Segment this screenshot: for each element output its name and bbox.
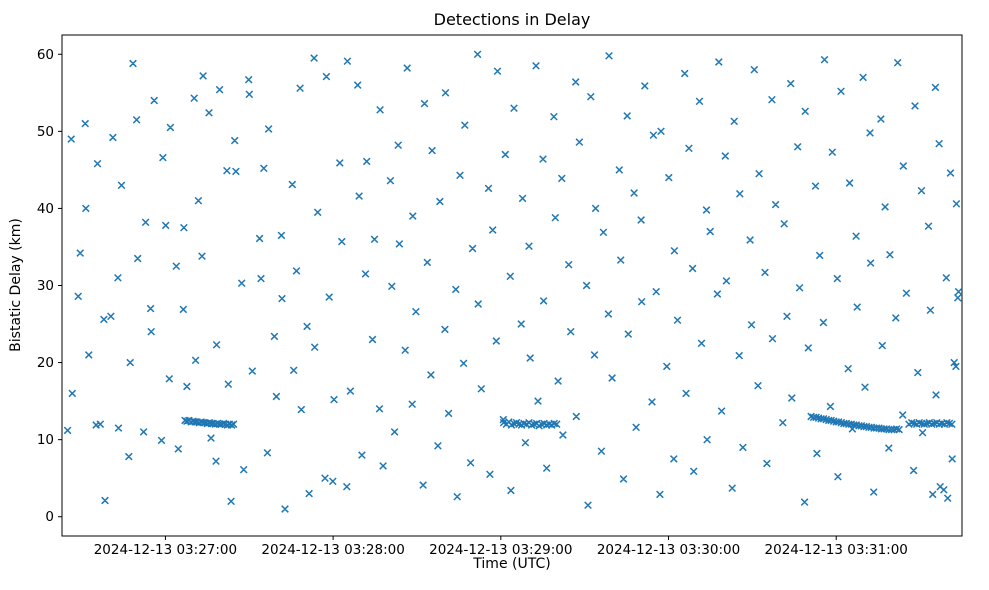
ticks-layer: 2024-12-13 03:27:00 2024-12-13 03:28:00 20… <box>37 47 908 558</box>
scatter-series-detections <box>63 50 963 513</box>
axes-box <box>61 34 963 537</box>
x-tick-label: 2024-12-13 03:28:00 <box>261 542 404 558</box>
chart-title: Detections in Delay <box>434 10 591 29</box>
x-tick-label: 2024-12-13 03:31:00 <box>765 542 908 558</box>
y-tick-label: 10 <box>37 432 54 448</box>
x-tick-label: 2024-12-13 03:27:00 <box>94 542 237 558</box>
y-tick-label: 60 <box>37 47 54 63</box>
x-axis-label: Time (UTC) <box>472 556 550 572</box>
y-axis-label: Bistatic Delay (km) <box>8 218 24 352</box>
y-tick-label: 0 <box>45 509 54 525</box>
y-tick-label: 20 <box>37 355 54 371</box>
y-tick-label: 50 <box>37 124 54 140</box>
y-tick-label: 30 <box>37 278 54 294</box>
x-tick-label: 2024-12-13 03:29:00 <box>429 542 572 558</box>
x-tick-label: 2024-12-13 03:30:00 <box>597 542 740 558</box>
points-layer <box>63 50 963 513</box>
y-tick-label: 40 <box>37 201 54 217</box>
